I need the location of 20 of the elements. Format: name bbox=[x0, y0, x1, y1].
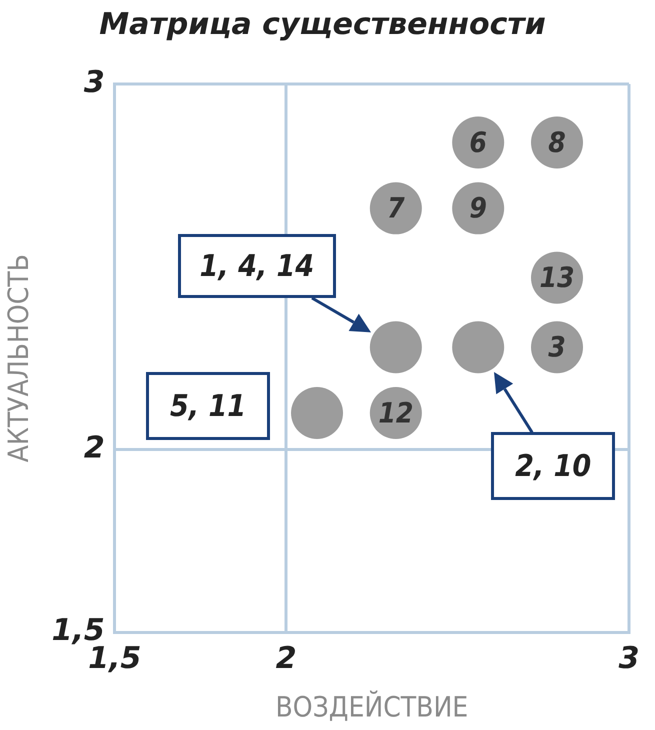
annotation: 1, 4, 14 bbox=[178, 234, 336, 298]
annotation: 2, 10 bbox=[491, 432, 616, 500]
annotation: 6 bbox=[469, 126, 487, 159]
point bbox=[291, 387, 344, 440]
annotation: 8 bbox=[548, 126, 566, 159]
annotation: 9 bbox=[469, 192, 487, 225]
annotation: 12 bbox=[378, 396, 414, 430]
point bbox=[452, 321, 504, 374]
x-tick-label: 2 bbox=[276, 641, 297, 676]
annotation: 5, 11 bbox=[146, 372, 270, 440]
x-axis-title: ВОЗДЕЙСТВИЕ bbox=[276, 690, 468, 724]
y-tick-label: 2 bbox=[84, 430, 105, 466]
annotation: 3 bbox=[548, 330, 566, 364]
y-axis-title: АКТУАЛЬНОСТЬ bbox=[2, 254, 36, 462]
annotation: 13 bbox=[539, 261, 575, 294]
point bbox=[370, 321, 422, 374]
y-tick-label: 3 bbox=[84, 64, 105, 100]
x-tick-label: 3 bbox=[618, 641, 640, 676]
chart-title: Матрица существенности bbox=[99, 6, 546, 42]
annotation: 7 bbox=[387, 192, 406, 225]
